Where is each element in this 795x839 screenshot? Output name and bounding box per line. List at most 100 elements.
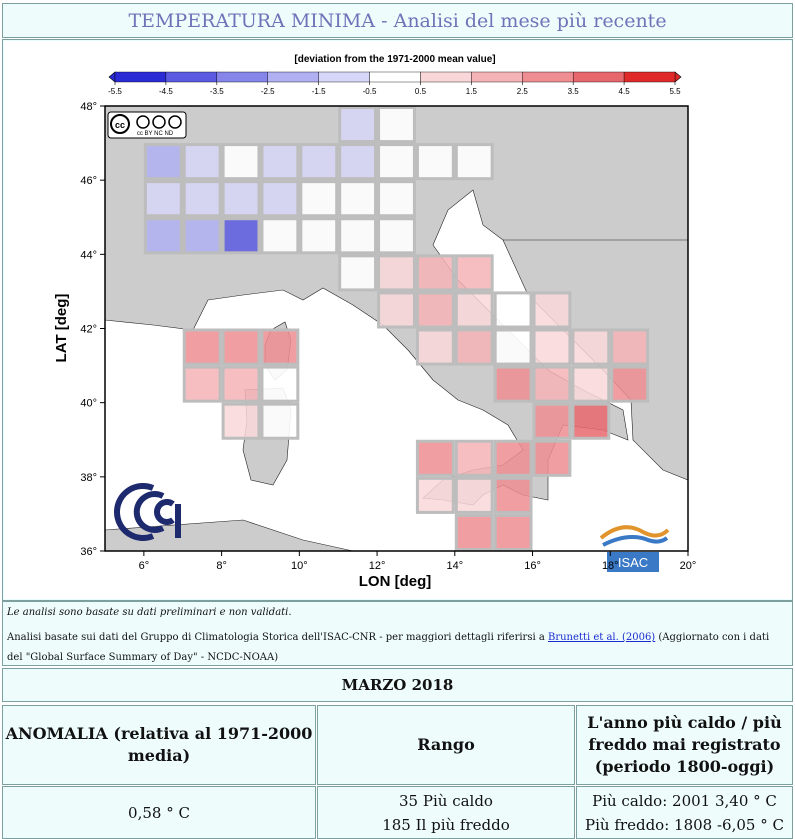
anomaly-cell <box>454 291 494 329</box>
anomaly-cell <box>415 439 455 477</box>
colorbar-swatch <box>267 71 319 83</box>
colorbar-swatch <box>114 71 167 83</box>
rank-warm: 35 Più caldo <box>399 791 493 810</box>
cnr-logo <box>114 483 181 541</box>
month-header: MARZO 2018 <box>2 668 793 702</box>
lat-tick-label: 36° <box>80 546 97 558</box>
brunetti-link[interactable]: Brunetti et al. (2006) <box>547 632 656 643</box>
page-title: TEMPERATURA MINIMA - Analisi del mese pi… <box>128 10 667 32</box>
anomaly-cell <box>415 143 455 181</box>
cc-license-badge: cc cc BY NC ND <box>107 111 187 139</box>
colorbar-tick-label: 3.5 <box>568 87 580 96</box>
svg-text:cc: cc <box>115 120 125 130</box>
anomaly-cell <box>338 217 378 255</box>
record-header: L'anno più caldo / più freddo mai regist… <box>576 705 793 785</box>
anomaly-cell <box>143 143 183 181</box>
colorbar-swatch <box>471 71 523 83</box>
anomaly-cell <box>493 513 533 551</box>
record-value: Più caldo: 2001 3,40 ° C Più freddo: 180… <box>576 786 793 839</box>
anomaly-cell <box>221 217 261 255</box>
anomaly-cell <box>493 439 533 477</box>
lon-tick-label: 14° <box>446 560 463 572</box>
anomaly-cell <box>454 439 494 477</box>
anomaly-cell <box>454 513 494 551</box>
colorbar-tick-label: 0.5 <box>415 87 427 96</box>
anomaly-cell <box>299 143 339 181</box>
anomaly-cell <box>532 439 572 477</box>
source-prefix: Analisi basate sui dati del Gruppo di Cl… <box>7 632 548 643</box>
anomaly-cell <box>260 143 300 181</box>
anomaly-cell <box>377 217 416 255</box>
anomaly-cell <box>454 143 494 181</box>
colorbar-tick-label: 4.5 <box>619 87 631 96</box>
anomaly-cell <box>221 180 261 218</box>
lat-tick-label: 38° <box>80 472 97 484</box>
anomaly-header: ANOMALIA (relativa al 1971-2000 media) <box>2 705 316 785</box>
anomaly-cell <box>338 254 378 292</box>
anomaly-cell <box>532 328 572 366</box>
anomaly-cell <box>493 365 533 403</box>
colorbar-swatch <box>216 71 268 83</box>
anomaly-cell <box>493 328 533 366</box>
colorbar-arrow-right <box>674 71 682 83</box>
source-text: Analisi basate sui dati del Gruppo di Cl… <box>7 628 787 668</box>
source-suffix: (Aggiornato con i dati del "Global Surfa… <box>7 632 770 663</box>
anomaly-map: [deviation from the 1971-2000 mean value… <box>53 54 696 590</box>
rank-cold: 185 Il più freddo <box>382 815 510 834</box>
anomaly-cell <box>454 328 494 366</box>
anomaly-cell <box>338 143 378 181</box>
anomaly-cell <box>260 217 300 255</box>
colorbar-tick-label: 5.5 <box>669 87 681 96</box>
lat-ticks: 48° 46° 44° 42° 40° 38° 36° <box>80 101 105 558</box>
colorbar-swatch <box>165 71 218 83</box>
colorbar-arrow-left <box>108 71 116 83</box>
anomaly-cell <box>299 217 339 255</box>
anomaly-cell <box>260 180 300 218</box>
colorbar-tick-label: -4.5 <box>159 87 173 96</box>
colorbar: -5.5 -4.5 -3.5 -2.5 -1.5 -0.5 0.5 1.5 2.5 3.5 4.5 5… <box>108 71 682 96</box>
anomaly-cell <box>221 143 261 181</box>
anomaly-cell <box>377 180 416 218</box>
anomaly-cell <box>299 180 339 218</box>
anomaly-cell <box>182 328 222 366</box>
lat-tick-label: 42° <box>80 324 97 336</box>
anomaly-cell <box>571 328 611 366</box>
anomaly-cell <box>532 365 572 403</box>
colorbar-tick-label: -5.5 <box>108 87 122 96</box>
anomaly-cell <box>610 365 650 403</box>
colorbar-swatch <box>420 71 472 83</box>
colorbar-tick-label: 1.5 <box>466 87 478 96</box>
colorbar-tick-label: -2.5 <box>261 87 275 96</box>
anomaly-cell <box>377 106 416 144</box>
anomaly-cell <box>221 365 261 403</box>
isac-logo-text: ISAC <box>618 555 648 570</box>
anomaly-cell <box>493 291 533 329</box>
anomaly-cell <box>610 328 650 366</box>
x-axis-label: LON [deg] <box>359 573 432 590</box>
cc-license-text: cc BY NC ND <box>137 131 174 137</box>
lon-tick-label: 10° <box>291 560 308 572</box>
anomaly-cell <box>532 291 572 329</box>
anomaly-cell <box>454 254 494 292</box>
month-label: MARZO 2018 <box>341 676 454 694</box>
colorbar-swatch <box>369 71 421 83</box>
anomaly-cell <box>415 291 455 329</box>
anomaly-cell <box>571 402 611 440</box>
disclaimer-text: Le analisi sono basate su dati prelimina… <box>7 607 292 618</box>
lon-tick-label: 6° <box>139 560 150 572</box>
anomaly-cell <box>338 106 378 144</box>
anomaly-cell <box>571 365 611 403</box>
lat-tick-label: 44° <box>80 249 97 261</box>
lon-ticks: 6° 8° 10° 12° 14° 16° 18° 20° <box>139 551 696 572</box>
anomaly-cell <box>454 476 494 514</box>
anomaly-cell <box>182 365 222 403</box>
rank-header: Rango <box>317 705 575 785</box>
anomaly-cell <box>221 328 261 366</box>
colorbar-tick-label: -1.5 <box>312 87 326 96</box>
anomaly-cell <box>377 254 416 292</box>
anomaly-cell <box>260 402 300 440</box>
anomaly-cell <box>143 217 183 255</box>
map-panel: [deviation from the 1971-2000 mean value… <box>2 39 793 601</box>
notes-panel: Le analisi sono basate su dati prelimina… <box>2 601 793 666</box>
